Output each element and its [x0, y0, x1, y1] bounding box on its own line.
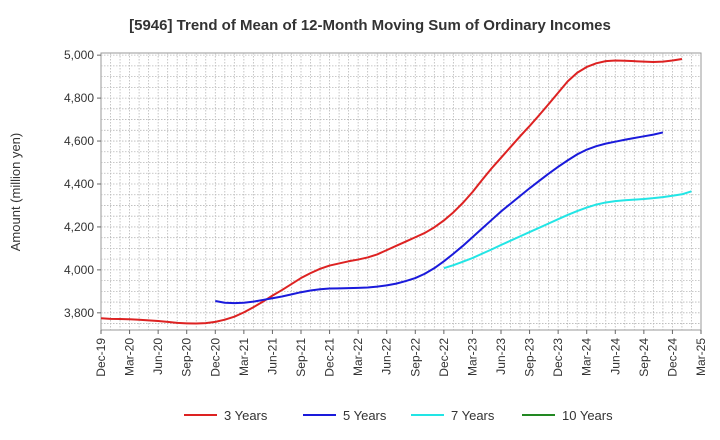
- x-tick-label: Mar-20: [123, 338, 137, 376]
- series-line-7-years: [443, 190, 692, 270]
- x-axis-ticks: Dec-19 Mar-20 Jun-20 Sep-20 Dec-20 Mar-21 Jun-…: [94, 330, 708, 377]
- x-tick-label: Dec-22: [437, 338, 451, 377]
- x-tick-label: Dec-21: [323, 338, 337, 377]
- y-axis-ticks: 3,800 4,000 4,200 4,400 4,600 4,800 5,000: [64, 48, 101, 320]
- x-tick-label: Sep-24: [637, 338, 651, 377]
- y-tick-label: 4,800: [64, 91, 94, 105]
- y-tick-label: 4,000: [64, 263, 94, 277]
- x-tick-label: Jun-22: [380, 338, 394, 375]
- series-lines: [100, 58, 692, 325]
- y-tick-label: 4,600: [64, 134, 94, 148]
- legend-label: 10 Years: [562, 408, 613, 423]
- y-axis-label: Amount (million yen): [8, 133, 23, 252]
- grid: [101, 53, 701, 330]
- legend-label: 7 Years: [451, 408, 495, 423]
- series-line-5-years: [215, 131, 664, 305]
- x-tick-label: Sep-20: [180, 338, 194, 377]
- y-tick-label: 3,800: [64, 306, 94, 320]
- legend-label: 5 Years: [343, 408, 387, 423]
- x-tick-label: Sep-22: [408, 338, 422, 377]
- x-tick-label: Jun-20: [151, 338, 165, 375]
- plot-area: [100, 52, 702, 331]
- chart-title: [5946] Trend of Mean of 12-Month Moving …: [129, 17, 611, 34]
- x-tick-label: Mar-22: [351, 338, 365, 376]
- x-tick-label: Jun-23: [494, 338, 508, 375]
- x-tick-label: Mar-24: [580, 338, 594, 376]
- y-tick-label: 5,000: [64, 48, 94, 62]
- x-tick-label: Dec-19: [94, 338, 108, 377]
- x-tick-label: Dec-23: [551, 338, 565, 377]
- y-tick-label: 4,400: [64, 177, 94, 191]
- x-tick-label: Dec-20: [208, 338, 222, 377]
- x-tick-label: Jun-21: [265, 338, 279, 375]
- legend: 3 Years 5 Years 7 Years 10 Years: [184, 408, 613, 423]
- x-tick-label: Mar-25: [694, 338, 708, 376]
- series-line-3-years: [100, 58, 683, 325]
- legend-label: 3 Years: [224, 408, 268, 423]
- x-tick-label: Dec-24: [665, 338, 679, 377]
- x-tick-label: Mar-21: [237, 338, 251, 376]
- x-tick-label: Jun-24: [608, 338, 622, 375]
- y-tick-label: 4,200: [64, 220, 94, 234]
- x-tick-label: Mar-23: [465, 338, 479, 376]
- x-tick-label: Sep-21: [294, 338, 308, 377]
- x-tick-label: Sep-23: [523, 338, 537, 377]
